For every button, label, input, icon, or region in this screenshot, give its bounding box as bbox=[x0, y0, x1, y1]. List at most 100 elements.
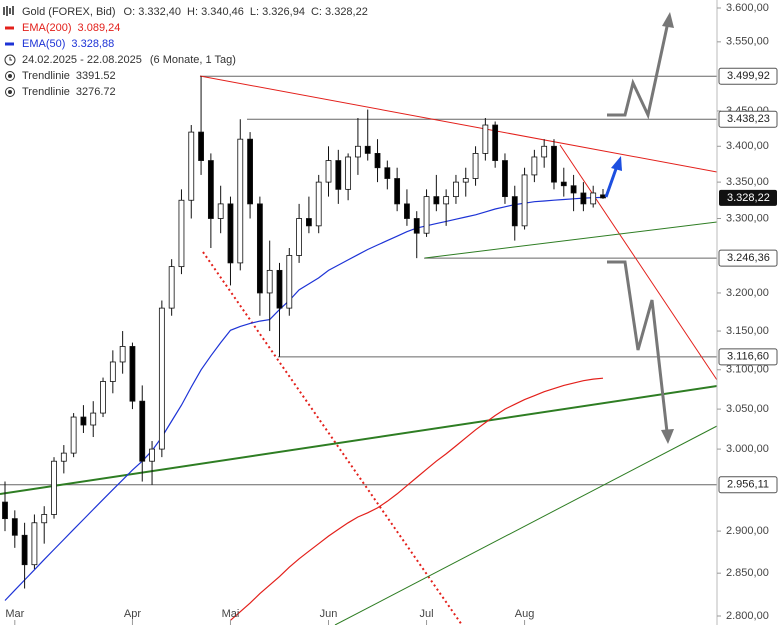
x-axis: Mar Apr Mai Jun Jul Aug bbox=[5, 608, 534, 625]
x-tick-label: Apr bbox=[124, 608, 141, 620]
trendline bbox=[199, 75, 717, 173]
candle-body bbox=[570, 185, 577, 194]
trend-name: Trendlinie bbox=[22, 86, 70, 98]
candle-body bbox=[198, 131, 204, 161]
candle-body bbox=[404, 203, 410, 219]
legend-entry: Trendlinie 3276.72 bbox=[22, 86, 116, 98]
scenario-arrow bbox=[607, 21, 670, 120]
candle-body bbox=[2, 501, 8, 520]
arrows bbox=[604, 12, 674, 444]
ema-line bbox=[230, 377, 604, 621]
legend: Gold (FOREX, Bid) O: 3.332,40 H: 3.340,46 L… bbox=[2, 5, 368, 98]
y-tick-label: 3.100,00 bbox=[726, 364, 769, 376]
legend-name: EMA(50) bbox=[22, 38, 65, 50]
y-tick-label: 3.350,00 bbox=[726, 176, 769, 188]
candle-body bbox=[325, 160, 332, 183]
x-tick-label: Jul bbox=[420, 608, 434, 620]
price-level-label: 3.438,23 bbox=[727, 113, 770, 125]
legend-trendlines: Trendlinie 3391.52 Trendlinie 3276.72 bbox=[5, 70, 116, 98]
scenario-arrow bbox=[604, 165, 619, 198]
candle-body bbox=[217, 203, 224, 219]
trend-value: 3276.72 bbox=[76, 86, 116, 98]
legend-entry: EMA(50) 3.328,88 bbox=[22, 38, 114, 50]
legend-bg bbox=[2, 5, 14, 17]
x-tick-label: Mai bbox=[222, 608, 240, 620]
ema-line bbox=[4, 196, 604, 601]
calendar-icon bbox=[9, 57, 12, 61]
x-tick-label: Jun bbox=[320, 608, 338, 620]
candle-body bbox=[521, 174, 528, 227]
candle-body bbox=[109, 361, 116, 382]
candle-body bbox=[51, 460, 57, 515]
candle-body bbox=[502, 160, 508, 198]
levels bbox=[0, 75, 717, 486]
price-level-box bbox=[718, 249, 778, 267]
legend-series: EMA(200) 3.089,24 EMA(50) 3.328,88 bbox=[5, 22, 120, 50]
candle-body bbox=[158, 307, 165, 450]
scenario-arrow bbox=[607, 260, 669, 433]
price-level-box bbox=[718, 476, 778, 494]
arrow-head bbox=[661, 429, 674, 444]
candle-body bbox=[41, 514, 48, 524]
candle-body bbox=[178, 199, 185, 268]
price-level-label: 3.246,36 bbox=[727, 252, 770, 264]
candle-body bbox=[119, 346, 126, 363]
candle-body bbox=[511, 196, 518, 227]
candle-body bbox=[472, 153, 479, 179]
drawings bbox=[0, 75, 717, 625]
candle-body bbox=[168, 266, 175, 309]
candle-body bbox=[492, 124, 499, 161]
candle-body bbox=[413, 218, 420, 234]
trend-icon bbox=[8, 74, 12, 78]
trend-icon bbox=[5, 87, 15, 97]
candle-body bbox=[247, 138, 253, 205]
trend-icon bbox=[5, 71, 15, 81]
candle-body bbox=[31, 522, 38, 566]
candle-body bbox=[139, 400, 146, 462]
arrow-head bbox=[611, 156, 622, 171]
price-level-label: 3.116,60 bbox=[727, 351, 769, 363]
legend-entry: Trendlinie 3391.52 bbox=[22, 70, 116, 82]
period-note: (6 Monate, 1 Tag) bbox=[150, 54, 236, 66]
period: 24.02.2025 - 22.08.2025 bbox=[22, 54, 142, 66]
candle-body bbox=[276, 269, 283, 309]
price-level-box bbox=[718, 110, 778, 128]
y-tick-label: 3.550,00 bbox=[726, 36, 769, 48]
trendline bbox=[0, 385, 717, 495]
y-tick-label: 3.200,00 bbox=[726, 287, 769, 299]
trend-name: Trendlinie bbox=[22, 70, 70, 82]
ohlc: L: 3.326,94 bbox=[250, 6, 305, 18]
candle-body bbox=[21, 534, 28, 566]
y-tick-label: 3.000,00 bbox=[726, 443, 769, 455]
candle-body bbox=[560, 181, 567, 187]
candle-body bbox=[306, 218, 312, 227]
candle-body bbox=[531, 156, 538, 176]
candle-body bbox=[443, 196, 450, 205]
legend-name: EMA(200) bbox=[22, 22, 72, 34]
x-tick-label: Aug bbox=[515, 608, 535, 620]
candle-body bbox=[60, 452, 67, 462]
legend-entry: EMA(200) 3.089,24 bbox=[22, 22, 120, 34]
candle-body bbox=[364, 145, 371, 154]
candle-body bbox=[70, 416, 77, 454]
candle-body bbox=[286, 255, 293, 309]
candle-body bbox=[207, 160, 214, 219]
candle-body bbox=[80, 416, 87, 426]
candle-body bbox=[315, 181, 322, 227]
y-tick-label: 2.850,00 bbox=[726, 567, 769, 579]
candle-body bbox=[541, 145, 548, 158]
legend-title: Gold (FOREX, Bid) O: 3.332,40 H: 3.340,46 L… bbox=[22, 6, 368, 18]
legend-period: 24.02.2025 - 22.08.2025 (6 Monate, 1 Tag) bbox=[22, 54, 236, 66]
ohlc: O: 3.332,40 bbox=[124, 6, 182, 18]
trendline bbox=[334, 425, 717, 625]
candle-icon bbox=[3, 6, 14, 16]
y-tick-label: 2.800,00 bbox=[726, 610, 769, 622]
candle-body bbox=[551, 145, 557, 183]
legend-value: 3.089,24 bbox=[78, 22, 121, 34]
y-tick-label: 3.600,00 bbox=[726, 2, 769, 14]
candle-body bbox=[345, 156, 352, 190]
y-tick-label: 3.400,00 bbox=[726, 140, 769, 152]
candle-body bbox=[590, 192, 597, 205]
